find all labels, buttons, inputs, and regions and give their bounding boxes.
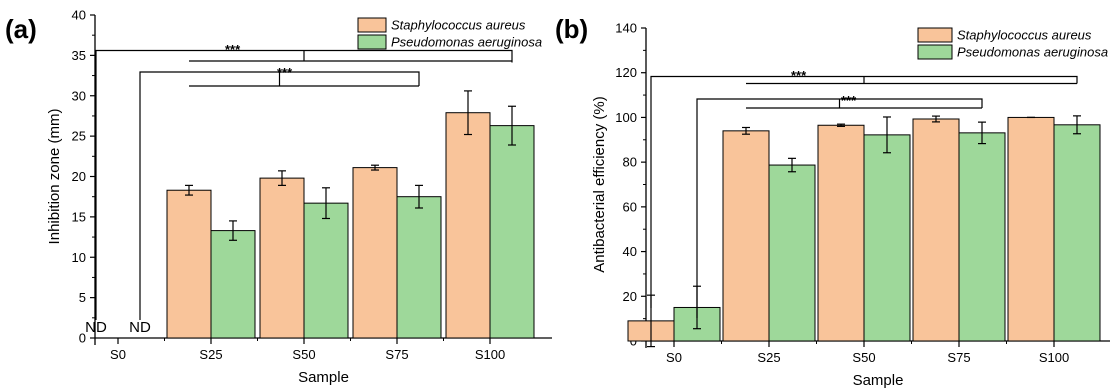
significance-stars: *** (277, 65, 293, 80)
bar (166, 189, 212, 339)
y-tick-label: 20 (72, 169, 86, 184)
bar (259, 177, 305, 339)
panel-label: (b) (555, 14, 588, 44)
bar (768, 164, 816, 342)
y-tick-label: 15 (72, 209, 86, 224)
bar (396, 196, 442, 339)
x-tick-label: S50 (292, 347, 315, 362)
x-axis-title: Sample (853, 372, 904, 389)
panel-label: (a) (5, 14, 37, 44)
panel-b: (b)020406080100120140S0S25S50S75S100Samp… (555, 14, 1110, 389)
x-tick-label: S25 (199, 347, 222, 362)
legend-swatch (917, 44, 953, 60)
significance-stars: *** (841, 93, 857, 108)
x-tick-label: S50 (852, 350, 875, 365)
y-tick-label: 0 (79, 331, 86, 346)
x-tick-label: S0 (666, 350, 682, 365)
bar (489, 125, 535, 339)
nd-label: ND (129, 319, 151, 336)
y-tick-label: 80 (623, 155, 637, 170)
x-tick-label: S75 (385, 347, 408, 362)
bar (912, 118, 960, 342)
x-tick-label: S0 (110, 347, 126, 362)
x-tick-label: S100 (475, 347, 505, 362)
y-tick-label: 5 (79, 290, 86, 305)
significance-stars: *** (791, 68, 807, 83)
y-tick-label: 60 (623, 199, 637, 214)
legend-swatch (917, 27, 953, 43)
legend-label: Staphylococcus aureus (957, 28, 1092, 43)
y-tick-label: 40 (72, 8, 86, 23)
y-tick-label: 40 (623, 244, 637, 259)
y-tick-label: 10 (72, 250, 86, 265)
x-tick-label: S75 (947, 350, 970, 365)
significance-stars: *** (225, 42, 241, 57)
x-axis-title: Sample (298, 369, 349, 386)
bar (722, 130, 770, 342)
y-axis-title: Antibacterial efficiency (%) (591, 96, 608, 272)
panel-a: (a) 0 5 10 15 20 25 30 35 40 S0 S25 S50 S75 S100 Sample… (5, 8, 552, 386)
y-tick-label: 25 (72, 129, 86, 144)
x-tick-label: S100 (1039, 350, 1069, 365)
bar (1053, 124, 1101, 342)
nd-label: ND (85, 319, 107, 336)
bar (445, 112, 491, 339)
x-tick-label: S25 (757, 350, 780, 365)
y-tick-label: 35 (72, 48, 86, 63)
y-tick-label: 140 (615, 21, 637, 36)
y-axis-title: Inhibition zone (mm) (46, 109, 63, 245)
bar (958, 132, 1006, 342)
legend: Staphylococcus aureus Pseudomonas aerugin… (357, 17, 542, 50)
legend-label: Pseudomonas aeruginosa (391, 35, 542, 50)
y-tick-label: 120 (615, 65, 637, 80)
bar (863, 134, 911, 342)
bar (1007, 116, 1055, 342)
legend-label: Pseudomonas aeruginosa (957, 45, 1108, 60)
bar (352, 167, 398, 339)
y-tick-label: 100 (615, 110, 637, 125)
legend-label: Staphylococcus aureus (391, 18, 526, 33)
y-tick-label: 30 (72, 88, 86, 103)
bar (210, 230, 256, 339)
y-tick-label: 20 (623, 289, 637, 304)
legend: Staphylococcus aureus Pseudomonas aerugin… (917, 27, 1108, 60)
bar (303, 202, 349, 339)
legend-swatch (357, 34, 387, 50)
bar (817, 124, 865, 342)
legend-swatch (357, 17, 387, 33)
